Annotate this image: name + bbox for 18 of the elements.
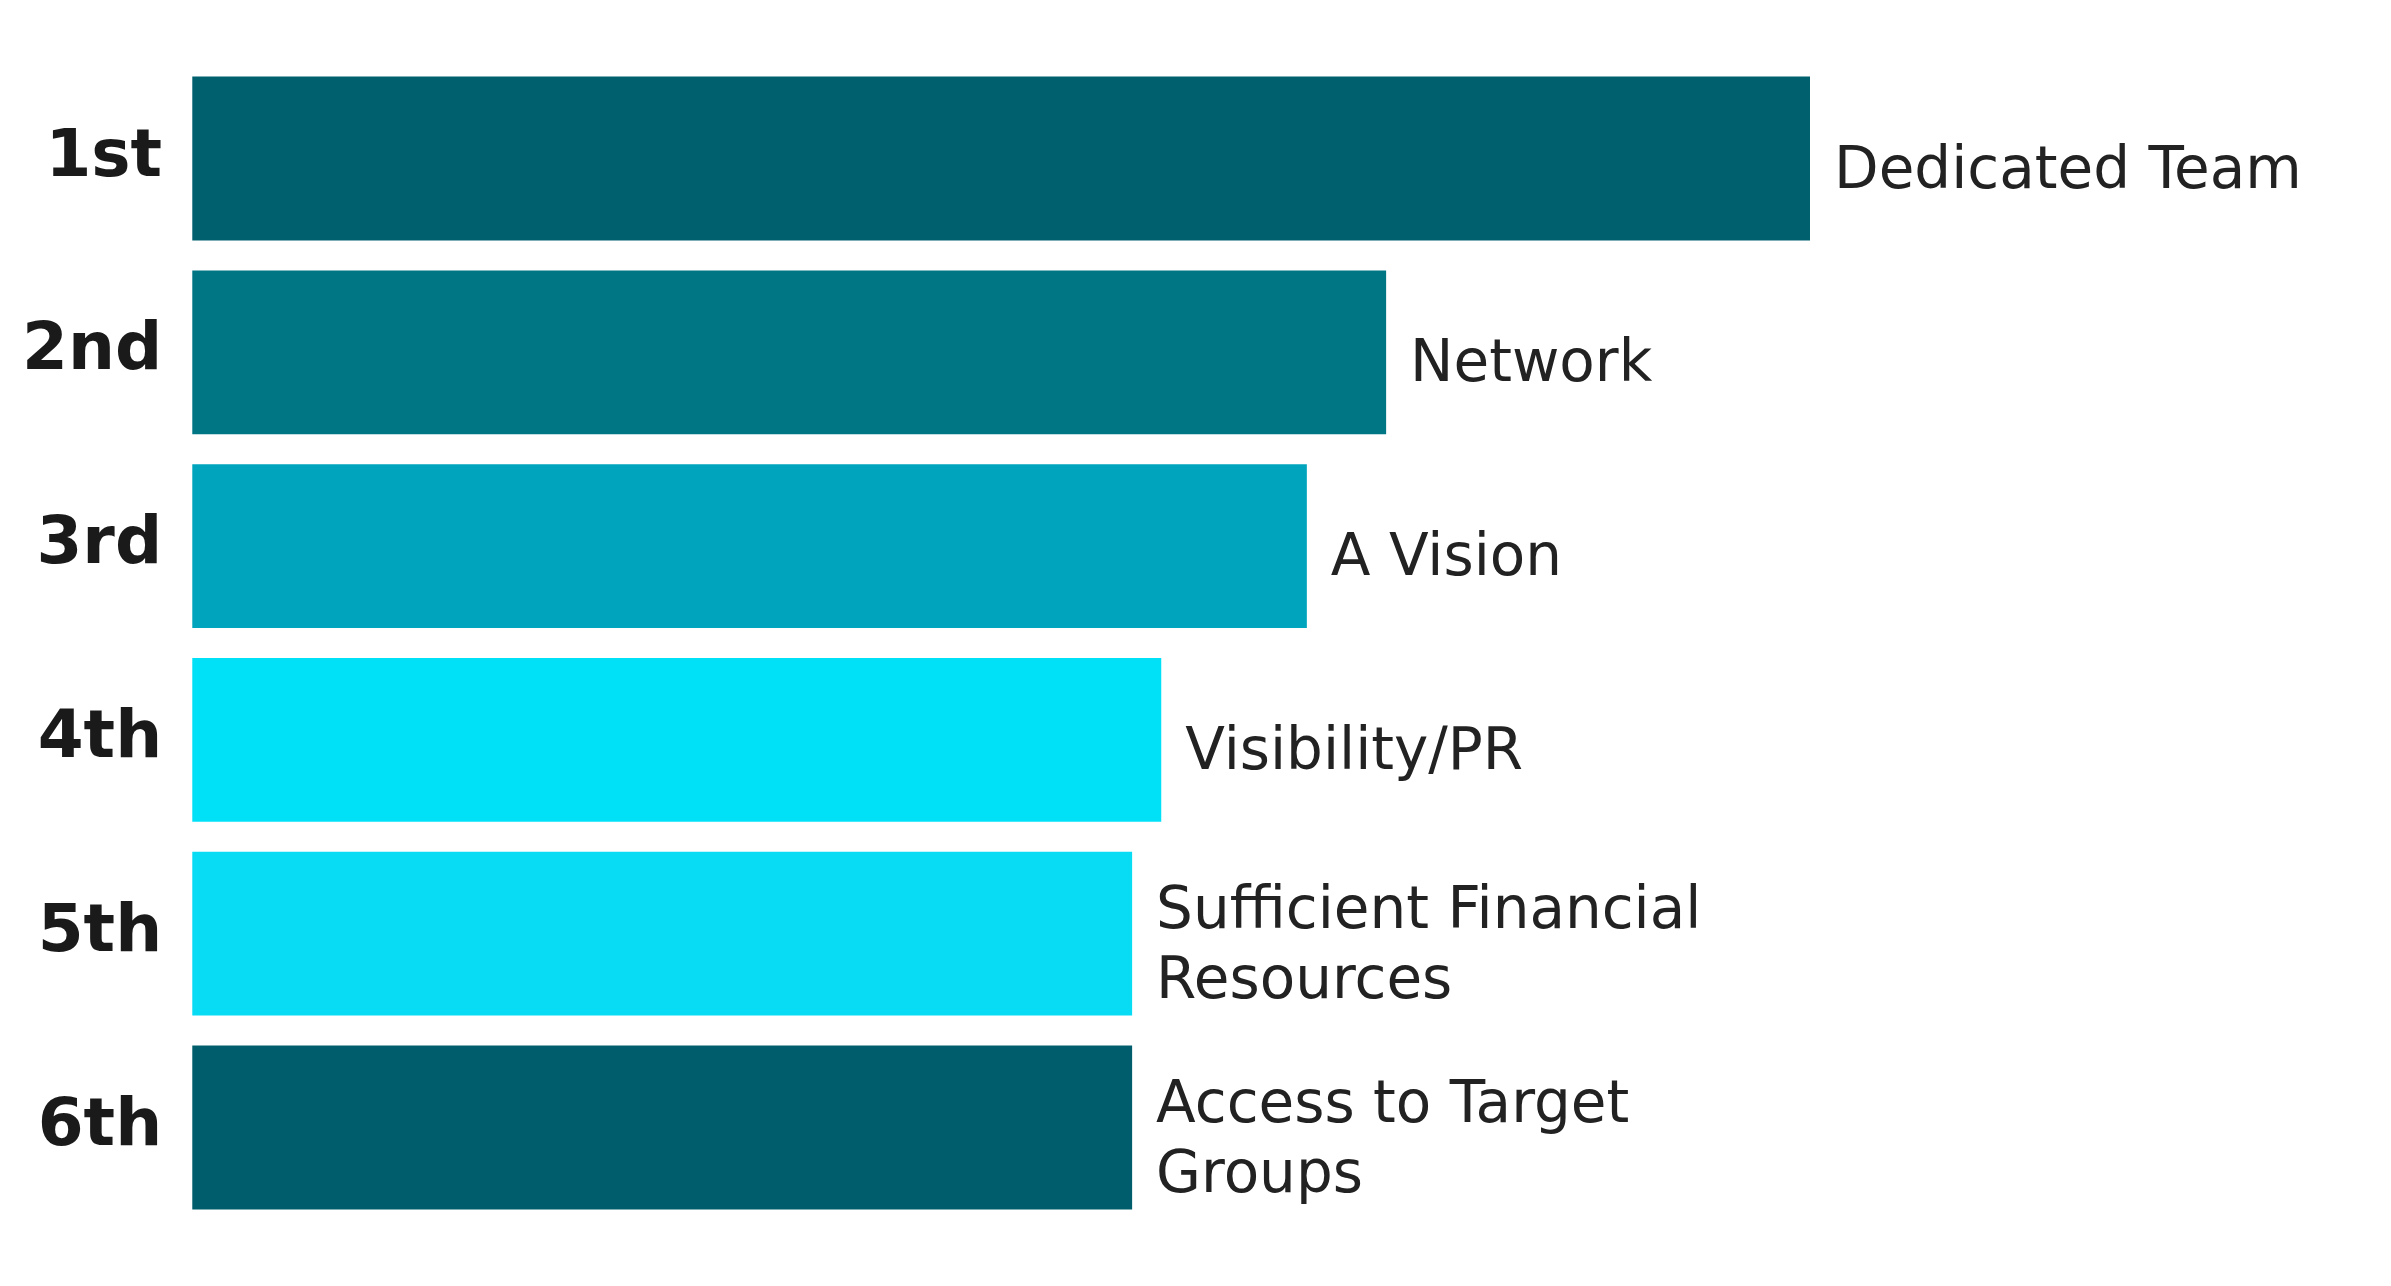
annotation: Access to Target Groups [1156, 1067, 1630, 1206]
annotation: Sufficient Financial Resources [1156, 873, 1702, 1012]
annotation: Visibility/PR [1185, 714, 1524, 783]
y-tick-label: 1st [45, 114, 163, 192]
bar [192, 851, 1133, 1016]
bar [192, 658, 1162, 822]
y-tick-label: 3rd [36, 502, 163, 580]
y-tick-label: 4th [37, 696, 163, 774]
bar [192, 76, 1810, 241]
annotation: Dedicated Team [1834, 133, 2302, 202]
annotation: Network [1410, 327, 1653, 396]
bar [192, 1045, 1133, 1210]
y-tick-label: 5th [37, 889, 163, 967]
annotation: A Vision [1330, 521, 1563, 590]
y-tick-label: 2nd [22, 308, 163, 386]
bar [192, 464, 1307, 628]
bar [192, 270, 1387, 435]
y-tick-label: 6th [37, 1083, 163, 1161]
